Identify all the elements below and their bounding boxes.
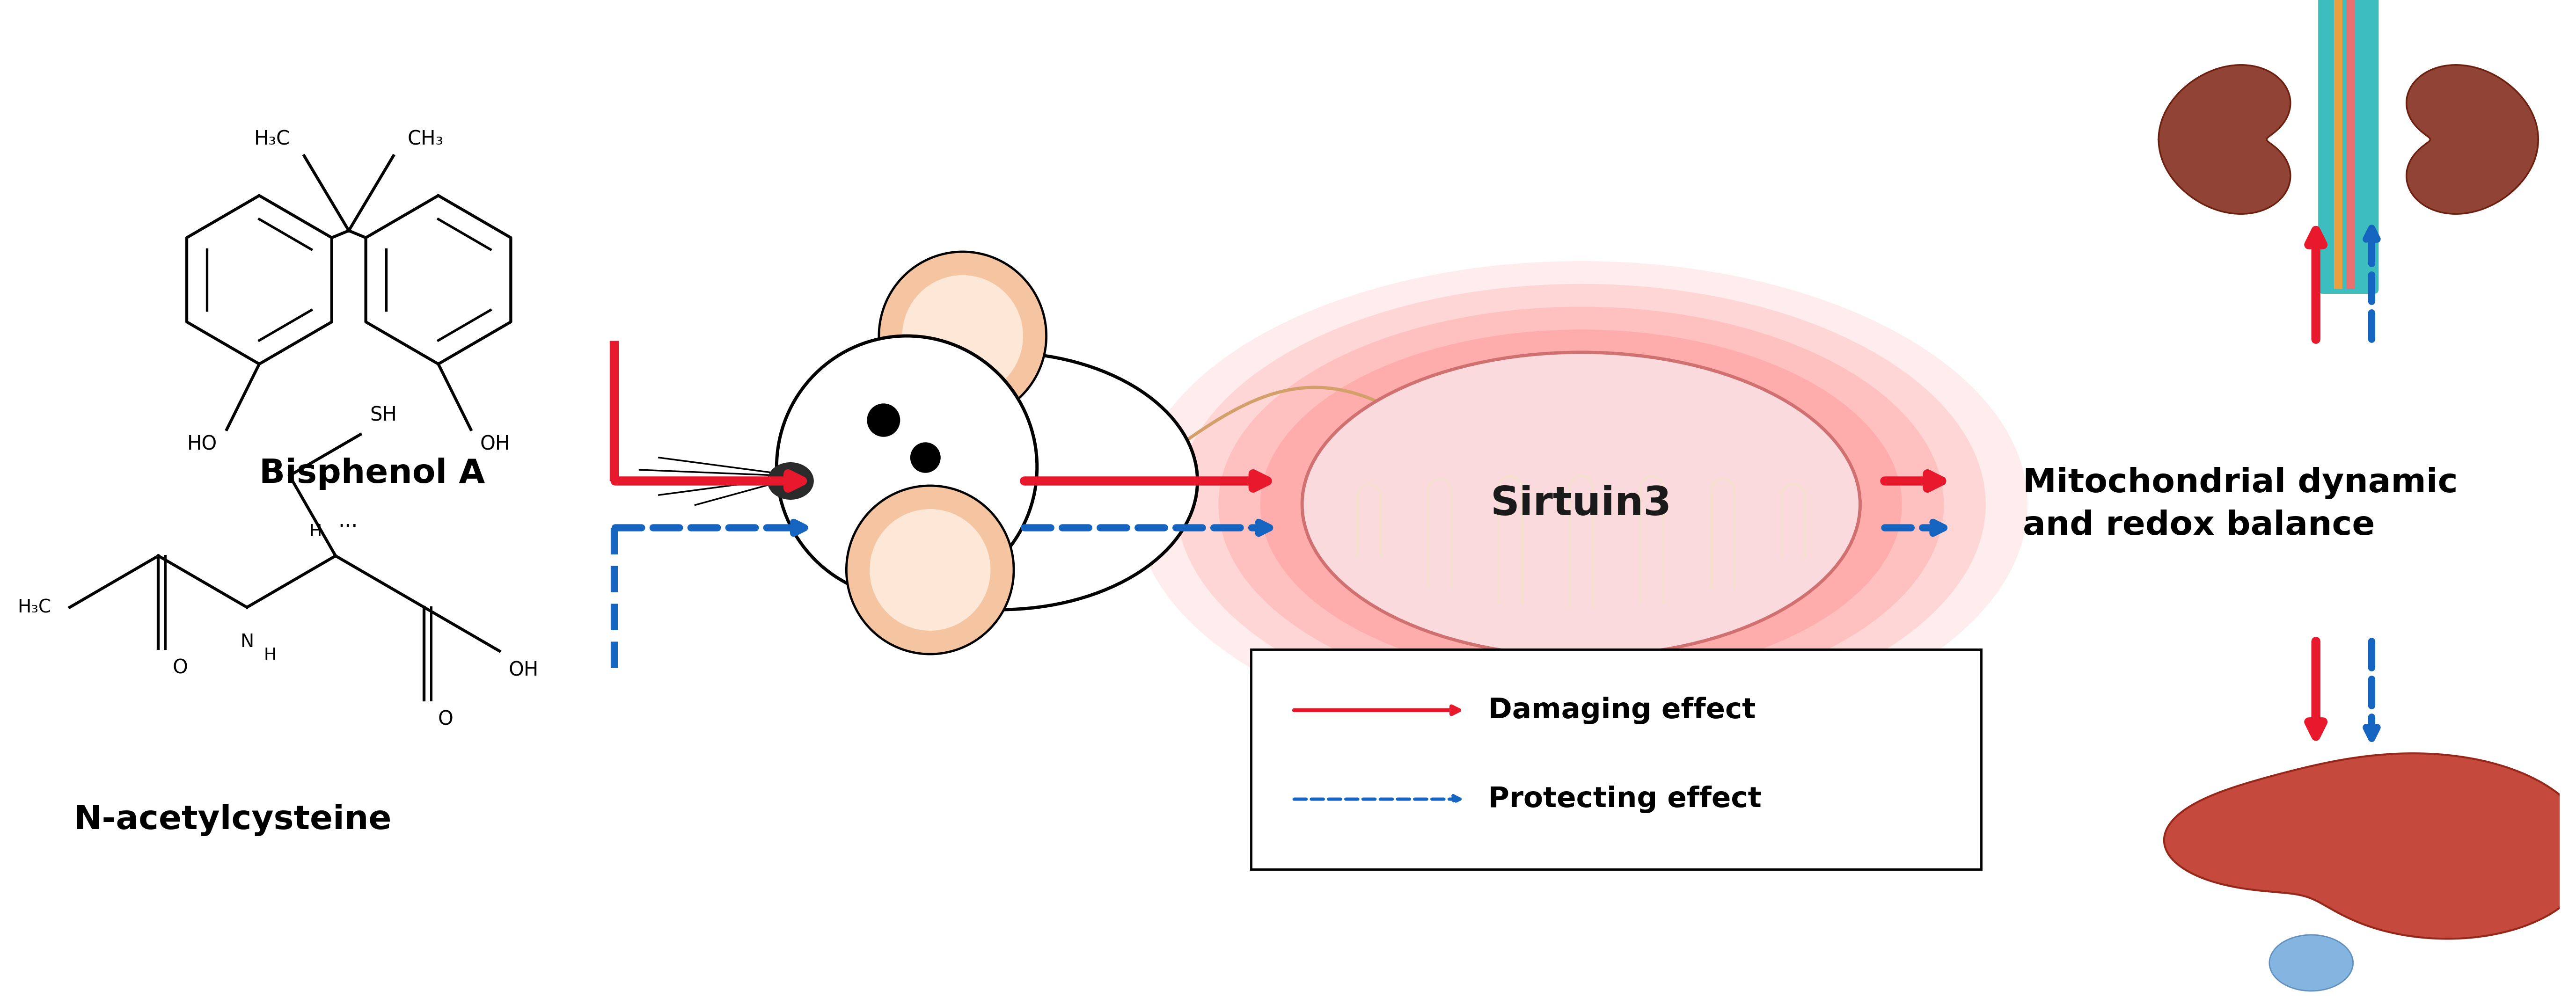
Ellipse shape [768,462,814,499]
Circle shape [878,251,1046,420]
Circle shape [871,510,992,631]
Text: Mitochondrial dynamic
and redox balance: Mitochondrial dynamic and redox balance [2022,467,2458,542]
Text: H: H [263,647,276,663]
Ellipse shape [801,353,1198,610]
Bar [2360,0,2370,289]
Text: ···: ··· [337,517,358,537]
Polygon shape [2164,754,2576,939]
Ellipse shape [2269,935,2352,991]
Text: O: O [173,658,188,677]
Text: Sirtuin3: Sirtuin3 [1492,485,1672,524]
Circle shape [902,275,1023,397]
FancyBboxPatch shape [1252,649,1981,869]
Bar [2318,0,2326,289]
Text: HO: HO [188,434,216,454]
Bar [2347,0,2354,289]
Text: OH: OH [510,660,538,680]
Text: H: H [309,524,322,540]
Ellipse shape [1260,330,1901,679]
Text: Protecting effect: Protecting effect [1489,785,1762,813]
Text: OH: OH [479,434,510,454]
Ellipse shape [1301,353,1860,656]
Text: N: N [240,633,255,651]
Polygon shape [2406,65,2537,214]
Text: CH₃: CH₃ [407,129,443,149]
Circle shape [775,336,1038,598]
Ellipse shape [1133,261,2027,748]
Bar [2334,0,2342,289]
Text: N-acetylcysteine: N-acetylcysteine [75,804,392,836]
Text: Bisphenol A: Bisphenol A [260,457,484,489]
Text: H₃C: H₃C [18,598,52,616]
Polygon shape [2159,65,2290,214]
Ellipse shape [1177,283,1986,725]
Text: SH: SH [371,405,397,425]
Text: Damaging effect: Damaging effect [1489,696,1754,724]
Text: H₃C: H₃C [255,129,291,149]
Ellipse shape [1218,307,1945,702]
Circle shape [909,442,940,472]
FancyBboxPatch shape [2318,0,2378,293]
Circle shape [848,485,1015,654]
Circle shape [868,404,899,436]
Text: O: O [438,710,453,729]
